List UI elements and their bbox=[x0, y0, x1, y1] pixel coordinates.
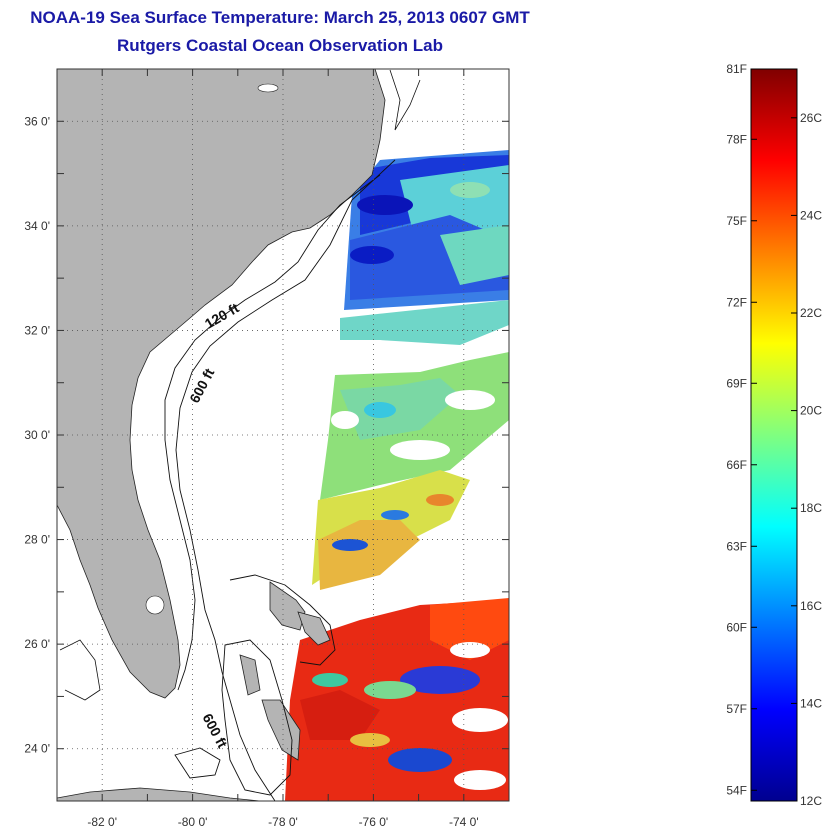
north-florida-sst bbox=[312, 470, 470, 590]
lake-okeechobee bbox=[145, 595, 165, 615]
colorbar-c-label: 26C bbox=[800, 111, 822, 125]
colorbar-f-label: 78F bbox=[726, 132, 747, 146]
contour-600ft bbox=[175, 159, 396, 801]
map-subtitle: Rutgers Coastal Ocean Observation Lab bbox=[117, 36, 443, 55]
lat-tick-label: 28 0' bbox=[24, 533, 50, 547]
colorbar: 54F 57F 60F 63F 66F 69F 72F 75F 78F 81F 12C 14C 16C 1… bbox=[726, 62, 822, 808]
lon-tick-label: -76 0' bbox=[359, 815, 389, 829]
colorbar-c-label: 16C bbox=[800, 599, 822, 613]
contour-gulf bbox=[59, 639, 101, 701]
map-title: NOAA-19 Sea Surface Temperature: March 2… bbox=[30, 8, 530, 27]
lat-tick-label: 34 0' bbox=[24, 219, 50, 233]
colorbar-f-label: 81F bbox=[726, 62, 747, 76]
colorbar-f-label: 66F bbox=[726, 458, 747, 472]
map-axis-ticks bbox=[56, 68, 510, 802]
colorbar-c-label: 18C bbox=[800, 501, 822, 515]
bahamas-land-3 bbox=[261, 699, 301, 761]
contour-120ft bbox=[164, 174, 381, 691]
bahamas-land-1 bbox=[269, 581, 306, 631]
bahamas-land-2 bbox=[297, 611, 331, 646]
colorbar-f-label: 72F bbox=[726, 295, 747, 309]
colorbar-f-label: 57F bbox=[726, 702, 747, 716]
lat-tick-label: 32 0' bbox=[24, 323, 50, 337]
contour-bahamas bbox=[221, 574, 336, 796]
colorbar-c-label: 24C bbox=[800, 208, 822, 222]
lon-tick-label: -74 0' bbox=[449, 815, 479, 829]
lat-tick-label: 36 0' bbox=[24, 114, 50, 128]
lat-tick-label: 24 0' bbox=[24, 742, 50, 756]
contour-keys bbox=[174, 747, 221, 779]
colorbar-gradient bbox=[750, 68, 798, 802]
lake-north-carolina bbox=[257, 83, 279, 93]
bahamas-land-4 bbox=[239, 654, 261, 696]
colorbar-f-label: 63F bbox=[726, 539, 747, 553]
carolina-sst bbox=[344, 150, 509, 310]
bahamas-sst bbox=[285, 598, 509, 801]
lat-tick-label: 30 0' bbox=[24, 428, 50, 442]
lat-lon-grid bbox=[57, 69, 509, 801]
georgia-sst bbox=[320, 300, 509, 500]
contour-hatteras bbox=[389, 69, 421, 131]
colorbar-f-label: 69F bbox=[726, 376, 747, 390]
map-axis-labels: -82 0' -80 0' -78 0' -76 0' -74 0' 24 0' 26 0'… bbox=[24, 114, 478, 829]
colorbar-c-label: 20C bbox=[800, 404, 822, 418]
colorbar-c-label: 22C bbox=[800, 306, 822, 320]
colorbar-ticks: 54F 57F 60F 63F 66F 69F 72F 75F 78F 81F 12C 14C 16C 1… bbox=[726, 62, 822, 808]
colorbar-c-label: 12C bbox=[800, 794, 822, 808]
lon-tick-label: -80 0' bbox=[178, 815, 208, 829]
lon-tick-label: -78 0' bbox=[268, 815, 298, 829]
lon-tick-label: -82 0' bbox=[87, 815, 117, 829]
colorbar-f-label: 75F bbox=[726, 214, 747, 228]
lat-tick-label: 26 0' bbox=[24, 637, 50, 651]
colorbar-f-label: 60F bbox=[726, 620, 747, 634]
colorbar-f-label: 54F bbox=[726, 783, 747, 797]
colorbar-c-label: 14C bbox=[800, 696, 822, 710]
